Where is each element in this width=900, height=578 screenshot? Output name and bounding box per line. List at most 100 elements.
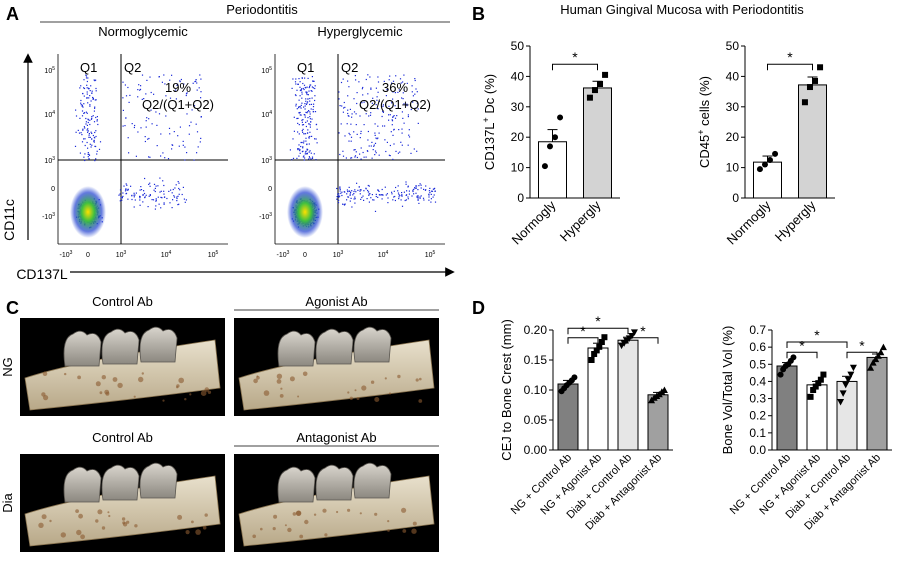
- event-dot: [139, 88, 142, 90]
- event-dot: [90, 131, 92, 133]
- data-point: [552, 134, 559, 141]
- event-dot: [177, 195, 179, 197]
- bone-texture: [384, 377, 387, 380]
- y-tick-base: 10: [261, 68, 269, 75]
- y-tick-label: 0.5: [749, 357, 766, 371]
- significance-star: *: [640, 323, 646, 339]
- event-dot: [159, 177, 161, 179]
- image-title: Control Ab: [92, 430, 153, 445]
- event-dot: [157, 185, 159, 187]
- event-dot: [354, 75, 356, 77]
- event-dot: [351, 113, 353, 115]
- x-tick-base: 10: [208, 252, 216, 259]
- event-dot: [89, 105, 91, 107]
- event-dot: [392, 199, 394, 201]
- event-dot: [305, 111, 307, 113]
- event-dot: [377, 196, 379, 198]
- event-dot: [88, 88, 90, 90]
- event-dot: [339, 195, 341, 197]
- event-dot: [152, 199, 155, 201]
- y-tick-exp: 4: [52, 110, 55, 116]
- bone-texture: [387, 529, 390, 532]
- event-dot: [350, 197, 352, 199]
- event-dot: [178, 193, 180, 195]
- event-dot: [311, 157, 314, 159]
- y-tick-label: 0.15: [524, 353, 548, 367]
- event-dot: [298, 148, 300, 150]
- bone-texture: [292, 512, 297, 516]
- event-dot: [186, 152, 188, 154]
- event-dot: [147, 206, 149, 208]
- event-dot: [384, 125, 386, 127]
- event-dot: [306, 132, 309, 134]
- event-dot: [89, 136, 91, 138]
- event-dot: [309, 100, 311, 102]
- significance-bracket: [846, 351, 878, 359]
- bone-texture: [388, 392, 392, 395]
- event-dot: [337, 193, 339, 195]
- event-dot: [146, 117, 148, 119]
- event-dot: [299, 89, 301, 92]
- y-tick-label: 30: [726, 100, 740, 114]
- event-dot: [314, 111, 317, 113]
- bone-texture: [189, 393, 192, 396]
- y-axis-label: CEJ to Bone Crest (mm): [499, 319, 514, 461]
- significance-bracket: [567, 327, 629, 335]
- x-category-label: Hypergly: [557, 197, 604, 244]
- molar-tooth: [353, 462, 392, 499]
- event-dot: [131, 198, 133, 201]
- event-dot: [353, 149, 355, 151]
- bone-texture: [191, 520, 194, 524]
- event-dot: [392, 134, 394, 136]
- event-dot: [308, 90, 310, 92]
- event-dot: [89, 104, 91, 106]
- event-dot: [387, 202, 389, 204]
- event-dot: [295, 103, 297, 105]
- event-dot: [420, 184, 422, 186]
- event-dot: [89, 119, 91, 121]
- significance-bracket: [786, 341, 848, 348]
- event-dot: [398, 196, 400, 198]
- event-dot: [131, 195, 133, 197]
- event-dot: [316, 142, 318, 144]
- event-dot: [368, 194, 370, 196]
- data-point: [772, 150, 779, 157]
- event-dot: [412, 189, 414, 191]
- event-dot: [340, 123, 342, 125]
- event-dot: [177, 204, 179, 206]
- event-dot: [419, 183, 421, 185]
- event-dot: [414, 187, 416, 189]
- event-dot: [353, 98, 355, 100]
- event-dot: [401, 195, 403, 197]
- event-dot: [371, 141, 373, 143]
- event-dot: [356, 156, 358, 159]
- event-dot: [94, 106, 96, 108]
- event-dot: [412, 190, 414, 193]
- event-dot: [407, 144, 409, 146]
- event-dot: [370, 197, 372, 199]
- event-dot: [382, 104, 384, 106]
- event-dot: [118, 194, 120, 196]
- data-point: [839, 390, 847, 397]
- event-dot: [155, 198, 157, 200]
- micro-ct-image-3: Antagonist Ab: [234, 430, 439, 552]
- bone-texture: [252, 534, 256, 539]
- event-dot: [92, 98, 94, 100]
- event-dot: [171, 144, 173, 146]
- event-dot: [351, 190, 353, 192]
- event-dot: [299, 81, 301, 83]
- x-tick-base: -10: [60, 252, 70, 259]
- event-dot: [304, 116, 306, 118]
- bone-texture: [126, 520, 130, 524]
- bone-texture: [43, 395, 49, 401]
- event-dot: [83, 138, 85, 140]
- molar-tooth: [63, 330, 102, 367]
- event-dot: [382, 110, 384, 112]
- event-dot: [338, 199, 340, 201]
- bar: [866, 356, 888, 451]
- event-dot: [82, 93, 84, 95]
- data-point: [810, 387, 817, 393]
- event-dot: [362, 94, 364, 96]
